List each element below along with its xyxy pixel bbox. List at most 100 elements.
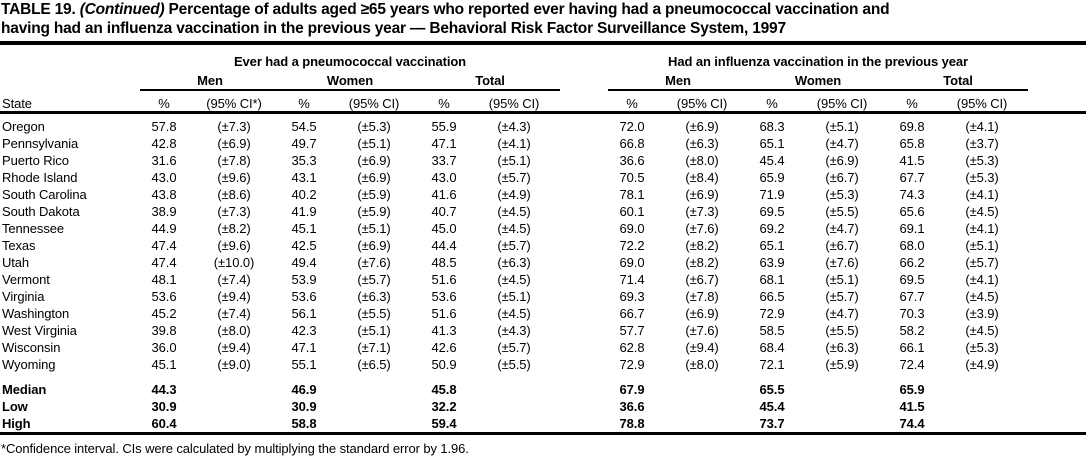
right-margin [1028,322,1086,339]
cell-percent: 43.0 [151,170,177,185]
cell-ci: (±10.0) [213,255,255,270]
cell-ci: (±5.9) [357,187,391,202]
column-gap [560,220,608,237]
right-margin [1028,186,1086,203]
cell-ci: (±9.6) [217,170,251,185]
cell-percent: 47.1 [431,136,457,151]
table-row: Oregon 57.8 (±7.3) 54.5 (±5.3) 55.9 (±4.3) 72.0… [0,113,1086,136]
right-margin [1028,305,1086,322]
right-margin [1028,113,1086,136]
cell-ci: (±6.3) [825,340,859,355]
cell-ci: (±4.1) [497,136,531,151]
column-header-percent: % [420,90,468,114]
cell-ci: (±7.3) [217,119,251,134]
cell-percent: 66.5 [759,289,785,304]
cell-ci: (±5.7) [497,238,531,253]
right-margin [1028,237,1086,254]
cell-percent: 35.3 [291,153,317,168]
cell-ci: (±7.8) [685,289,719,304]
cell-ci: (±9.4) [685,340,719,355]
column-header-ci: (95% CI) [468,90,560,114]
cell-ci: (±8.2) [685,255,719,270]
right-margin [1028,90,1086,114]
cell-percent: 65.6 [899,204,925,219]
cell-ci [656,381,748,398]
cell-percent: 53.6 [151,289,177,304]
column-gap [560,135,608,152]
cell-ci: (±3.9) [965,306,999,321]
cell-percent: 30.9 [151,399,177,414]
cell-percent: 58.2 [899,323,925,338]
cell-ci: (±5.5) [825,204,859,219]
table-row: South Dakota 38.9 (±7.3) 41.9 (±5.9) 40.7 (±4.… [0,203,1086,220]
cell-ci: (±6.3) [497,255,531,270]
cell-percent: 48.1 [151,272,177,287]
table-body: Oregon 57.8 (±7.3) 54.5 (±5.3) 55.9 (±4.3) 72.0… [0,113,1086,433]
column-header-percent: % [140,90,188,114]
right-margin [1028,135,1086,152]
spacer-row [0,373,1086,381]
cell-percent: 59.4 [431,416,457,431]
cell-percent: 55.1 [291,357,317,372]
cell-ci: (±5.3) [965,153,999,168]
cell-ci: (±5.7) [825,289,859,304]
cell-state: West Virginia [2,323,77,338]
cell-percent: 39.8 [151,323,177,338]
cell-percent: 65.1 [759,238,785,253]
right-margin [1028,381,1086,398]
cell-state: Median [2,382,47,397]
cell-ci: (±5.1) [497,289,531,304]
table-row: High 60.4 58.8 59.4 78.8 73.7 74.4 [0,415,1086,432]
subgroup-header-row: Men Women Total Men Women Total [0,71,1086,91]
cell-percent: 45.1 [291,221,317,236]
cell-state: Pennsylvania [2,136,79,151]
cell-ci: (±7.6) [685,221,719,236]
cell-percent: 44.4 [431,238,457,253]
cell-state: Vermont [2,272,50,287]
table-row: Virginia 53.6 (±9.4) 53.6 (±6.3) 53.6 (±5.1) 69… [0,288,1086,305]
cell-ci: (±9.0) [217,357,251,372]
cell-percent: 72.0 [619,119,645,134]
vaccination-table: Ever had a pneumococcal vaccination Had … [0,45,1086,432]
cell-percent: 45.1 [151,357,177,372]
cell-ci: (±7.4) [217,272,251,287]
cell-percent: 62.8 [619,340,645,355]
table-row: South Carolina 43.8 (±8.6) 40.2 (±5.9) 41.6 (±… [0,186,1086,203]
cell-ci: (±3.7) [965,136,999,151]
cell-percent: 45.4 [759,153,785,168]
cell-percent: 68.0 [899,238,925,253]
cell-percent: 66.8 [619,136,645,151]
cell-percent: 38.9 [151,204,177,219]
cell-percent: 58.5 [759,323,785,338]
column-header-ci: (95% CI) [328,90,420,114]
cell-percent: 69.5 [759,204,785,219]
cell-ci: (±5.1) [357,323,391,338]
column-gap [560,356,608,373]
cell-percent: 41.5 [899,153,925,168]
cell-ci [936,398,1028,415]
cell-ci: (±5.1) [357,221,391,236]
table-row: Washington 45.2 (±7.4) 56.1 (±5.5) 51.6 (±4.5)… [0,305,1086,322]
cell-state: Puerto Rico [2,153,69,168]
cell-ci: (±5.9) [825,357,859,372]
cell-percent: 70.3 [899,306,925,321]
table-continued-label: (Continued) [79,1,165,18]
cell-percent: 67.7 [899,170,925,185]
cell-ci [328,381,420,398]
cell-percent: 66.2 [899,255,925,270]
table-row: Tennessee 44.9 (±8.2) 45.1 (±5.1) 45.0 (±4.5) 6… [0,220,1086,237]
cell-percent: 72.2 [619,238,645,253]
cell-percent: 40.2 [291,187,317,202]
cell-ci: (±6.3) [357,289,391,304]
title-divider-rule [0,41,1086,45]
cell-ci [936,381,1028,398]
cell-ci [936,415,1028,432]
cell-ci: (±4.3) [497,323,531,338]
right-margin [1028,71,1086,90]
cell-ci: (±9.4) [217,340,251,355]
cell-ci: (±4.1) [965,187,999,202]
column-group-influenza: Had an influenza vaccination in the prev… [668,54,969,69]
cell-percent: 66.1 [899,340,925,355]
cell-ci: (±4.7) [825,221,859,236]
cell-ci: (±4.5) [497,272,531,287]
